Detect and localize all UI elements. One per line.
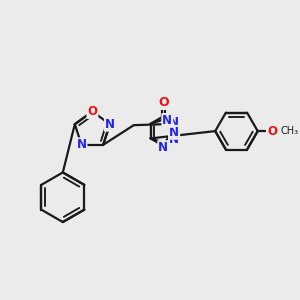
Text: O: O bbox=[158, 96, 169, 109]
Text: N: N bbox=[105, 118, 115, 131]
Text: O: O bbox=[87, 105, 97, 118]
Text: N: N bbox=[76, 138, 86, 151]
Text: N: N bbox=[158, 141, 168, 154]
Text: N: N bbox=[169, 126, 179, 139]
Text: N: N bbox=[162, 114, 172, 127]
Text: N: N bbox=[169, 133, 179, 146]
Text: CH₃: CH₃ bbox=[280, 126, 298, 136]
Text: O: O bbox=[267, 124, 277, 138]
Text: N: N bbox=[169, 116, 179, 129]
